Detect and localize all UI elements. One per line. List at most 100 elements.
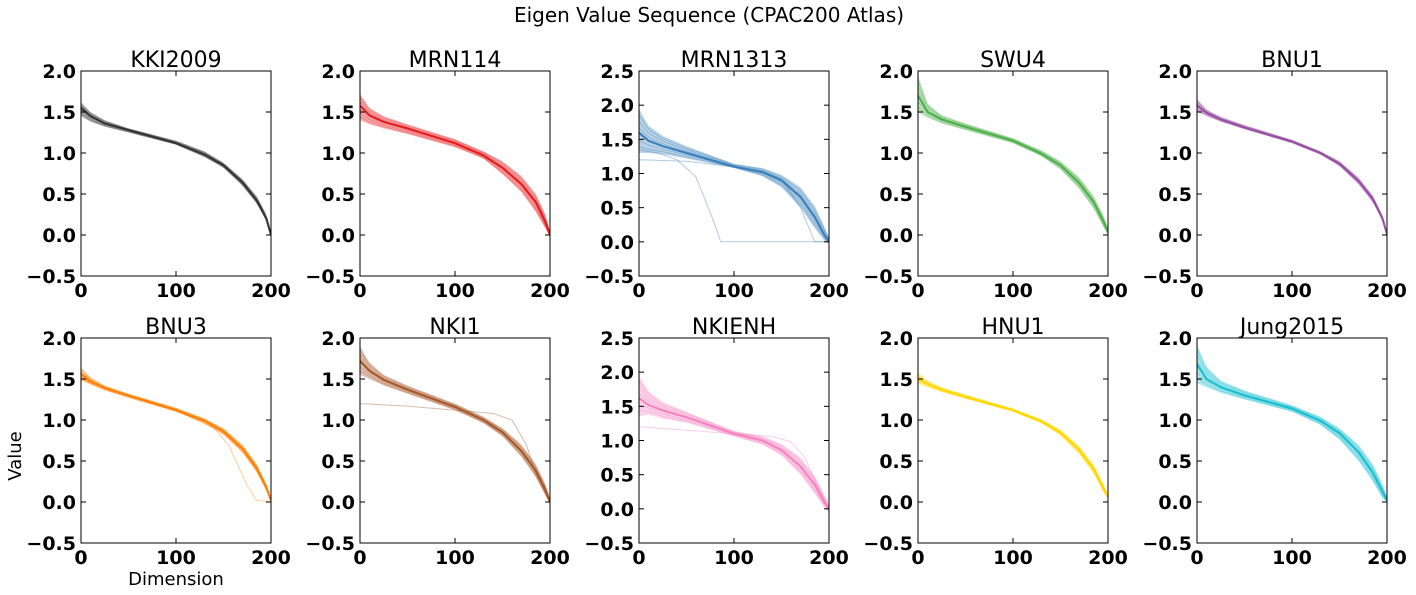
panel-title: MRN114 [409, 48, 502, 73]
x-tick-label: 200 [251, 280, 291, 302]
subject-line [360, 354, 550, 501]
x-tick-label: 100 [714, 547, 754, 569]
subject-line [360, 101, 550, 234]
x-tick-label: 200 [530, 547, 570, 569]
y-tick-label: −0.5 [1142, 533, 1192, 555]
series-line [81, 107, 271, 236]
subject-line [918, 80, 1108, 230]
y-tick-label: −0.5 [305, 533, 355, 555]
y-tick-label: 1.0 [1158, 143, 1192, 165]
series-band [1197, 344, 1387, 502]
outlier-line [81, 378, 271, 503]
y-tick-label: −0.5 [305, 266, 355, 288]
y-tick-label: 1.0 [321, 410, 355, 432]
panel-title: Jung2015 [1238, 315, 1344, 340]
y-tick-label: 2.0 [879, 61, 913, 83]
subject-line [1197, 355, 1387, 499]
panel-title: NKIENH [692, 315, 776, 340]
subject-line [360, 370, 550, 504]
series-line [360, 360, 550, 503]
plot-area [1197, 98, 1387, 236]
plot-area [360, 346, 550, 504]
subject-line [639, 114, 829, 239]
y-tick-label: 0.0 [42, 492, 76, 514]
y-tick-label: 1.5 [321, 369, 355, 391]
axes-frame [1196, 337, 1388, 544]
subject-line [1197, 377, 1387, 502]
x-tick-label: 100 [156, 547, 196, 569]
x-tick-label: 0 [632, 547, 645, 569]
plot-area [639, 375, 829, 513]
x-tick-label: 0 [632, 280, 645, 302]
y-tick-label: 0.5 [42, 451, 76, 473]
y-tick-label: 0.5 [600, 465, 634, 487]
y-tick-label: 1.5 [42, 102, 76, 124]
series-band [360, 346, 550, 504]
x-tick-label: 100 [435, 280, 475, 302]
y-tick-label: 1.0 [879, 143, 913, 165]
subject-line [360, 97, 550, 233]
y-tick-label: 1.0 [879, 410, 913, 432]
y-tick-label: −0.5 [584, 533, 634, 555]
subject-line [81, 378, 271, 502]
y-tick-label: 1.5 [1158, 369, 1192, 391]
y-tick-label: −0.5 [863, 266, 913, 288]
subject-line [1197, 360, 1387, 500]
y-tick-label: −0.5 [1142, 266, 1192, 288]
y-tick-label: 2.0 [1158, 61, 1192, 83]
subject-line [81, 111, 271, 235]
x-tick-label: 100 [1272, 547, 1312, 569]
panel-nki1: −0.5 0.0 0.5 1.0 1.5 2.0 0 100 200 NKI1 [305, 315, 569, 569]
y-tick-label: 2.0 [42, 61, 76, 83]
subject-line [918, 376, 1108, 497]
subject-line [1197, 104, 1387, 234]
subject-line [918, 106, 1108, 235]
panel-title: NKI1 [429, 315, 480, 340]
axes-frame [359, 337, 551, 544]
y-tick-label: 0.0 [42, 225, 76, 247]
y-tick-label: 0.5 [879, 184, 913, 206]
subject-line [81, 103, 271, 234]
x-tick-label: 100 [993, 547, 1033, 569]
axes-frame [1196, 70, 1388, 277]
y-tick-label: 2.0 [879, 328, 913, 350]
subject-line [360, 366, 550, 503]
subject-line [918, 375, 1108, 496]
plot-area [360, 94, 550, 237]
subject-line [918, 95, 1108, 233]
x-tick-label: 0 [353, 547, 366, 569]
y-tick-label: 0.0 [321, 492, 355, 514]
y-tick-label: 1.0 [1158, 410, 1192, 432]
outlier-line [639, 426, 829, 510]
subject-line [918, 378, 1108, 497]
y-tick-label: 2.5 [600, 61, 634, 83]
subject-line [360, 350, 550, 500]
series-band [918, 372, 1108, 499]
series-line [918, 378, 1108, 497]
x-tick-label: 200 [1088, 547, 1128, 569]
y-tick-label: −0.5 [863, 533, 913, 555]
y-tick-label: 2.0 [600, 362, 634, 384]
series-line [639, 397, 829, 510]
plot-area [1197, 344, 1387, 502]
y-tick-label: 1.5 [1158, 102, 1192, 124]
y-tick-label: 0.0 [1158, 492, 1192, 514]
x-axis-label: Dimension [128, 569, 224, 590]
y-tick-label: 1.5 [879, 369, 913, 391]
y-tick-label: 1.0 [42, 143, 76, 165]
panel-title: MRN1313 [681, 48, 788, 73]
axes-frame [80, 337, 272, 544]
x-tick-label: 100 [435, 547, 475, 569]
subject-line [1197, 107, 1387, 235]
y-tick-label: 1.5 [321, 102, 355, 124]
panel-swu4: −0.5 0.0 0.5 1.0 1.5 2.0 0 100 200 SWU4 [863, 48, 1127, 302]
x-tick-label: 200 [1367, 547, 1407, 569]
panel-title: HNU1 [981, 315, 1044, 340]
series-band [639, 108, 829, 244]
y-tick-label: 1.5 [879, 102, 913, 124]
y-tick-label: −0.5 [26, 533, 76, 555]
y-tick-label: 2.0 [321, 328, 355, 350]
subject-line [639, 410, 829, 512]
y-tick-label: 0.5 [600, 198, 634, 220]
panel-mrn114: −0.5 0.0 0.5 1.0 1.5 2.0 0 100 200 MRN114 [305, 48, 569, 302]
